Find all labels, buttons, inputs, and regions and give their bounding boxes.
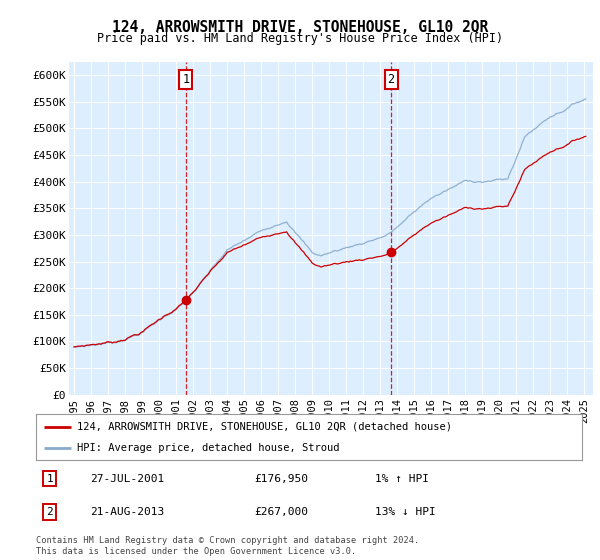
Text: 1: 1 [182,73,190,86]
Text: 124, ARROWSMITH DRIVE, STONEHOUSE, GL10 2QR: 124, ARROWSMITH DRIVE, STONEHOUSE, GL10 … [112,20,488,35]
Text: £267,000: £267,000 [254,507,308,517]
Text: £176,950: £176,950 [254,474,308,483]
Text: 124, ARROWSMITH DRIVE, STONEHOUSE, GL10 2QR (detached house): 124, ARROWSMITH DRIVE, STONEHOUSE, GL10 … [77,422,452,432]
Text: 2: 2 [388,73,395,86]
Text: HPI: Average price, detached house, Stroud: HPI: Average price, detached house, Stro… [77,443,340,453]
Text: 27-JUL-2001: 27-JUL-2001 [91,474,165,483]
Text: 1: 1 [46,474,53,483]
Text: Contains HM Land Registry data © Crown copyright and database right 2024.
This d: Contains HM Land Registry data © Crown c… [36,536,419,556]
Text: 13% ↓ HPI: 13% ↓ HPI [374,507,435,517]
Text: 1% ↑ HPI: 1% ↑ HPI [374,474,428,483]
Text: 21-AUG-2013: 21-AUG-2013 [91,507,165,517]
Text: Price paid vs. HM Land Registry's House Price Index (HPI): Price paid vs. HM Land Registry's House … [97,32,503,45]
Text: 2: 2 [46,507,53,517]
